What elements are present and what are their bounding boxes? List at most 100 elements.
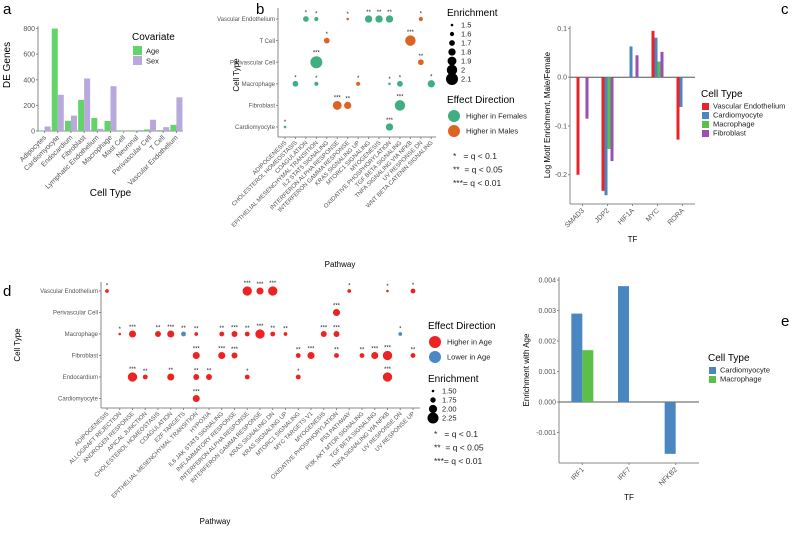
significance-stars: * bbox=[106, 284, 109, 290]
dot-vascular-endothelium-adipogenesis bbox=[105, 289, 109, 293]
significance-stars: ** bbox=[366, 10, 371, 16]
dot-endocardium-apical-junction bbox=[142, 374, 148, 380]
significance-stars: *** bbox=[333, 303, 341, 309]
significance-stars: ** bbox=[156, 326, 161, 332]
row-label-macrophage: Macrophage bbox=[242, 82, 276, 88]
significance-legend-item: ** = q < 0.05 bbox=[434, 443, 484, 453]
x-axis-title: TF bbox=[628, 235, 638, 244]
significance-stars: * bbox=[246, 369, 249, 375]
bar-jdp2-macrophage bbox=[607, 77, 611, 149]
size-legend-label: 1.8 bbox=[461, 48, 471, 57]
bar-perivascular-cell-sex bbox=[150, 119, 157, 131]
size-legend-dot bbox=[427, 412, 439, 424]
dot-macrophage-myogenesis bbox=[320, 331, 327, 337]
significance-stars: *** bbox=[384, 367, 392, 373]
significance-legend-item: * = q < 0.1 bbox=[453, 151, 497, 161]
significance-stars: *** bbox=[386, 118, 394, 124]
y-axis-title: Cell Type bbox=[13, 328, 22, 362]
x-tick-label-irf7: IRF7 bbox=[617, 466, 633, 482]
bar-mast-cell-sex bbox=[123, 131, 130, 132]
dot-macrophage-kras-signaling-up bbox=[356, 81, 361, 86]
direction-legend-dot-higher-in-males bbox=[448, 125, 460, 137]
legend-label-cardiomyocyte: Cardiomyocyte bbox=[713, 111, 763, 120]
dot-vascular-endothelium-uv-response-dn bbox=[418, 16, 423, 22]
dot-macrophage-wnt-beta-catenin-signaling bbox=[427, 80, 435, 88]
dot-macrophage-e2f-targets bbox=[181, 331, 186, 337]
bar-cardiomyocyte-sex bbox=[57, 94, 64, 131]
dot-fibroblast-il6-jak-stat3-signaling bbox=[218, 351, 226, 360]
row-label-endocardium: Endocardium bbox=[63, 375, 98, 381]
dot-endocardium-interferon-alpha-response bbox=[244, 374, 250, 380]
row-label-cardiomyocyte: Cardiomyocyte bbox=[58, 397, 99, 403]
size-legend-title: Enrichment bbox=[428, 374, 479, 385]
dot-perivascular-cell-uv-response-dn bbox=[417, 59, 424, 66]
size-legend-label: 1.50 bbox=[442, 387, 457, 396]
panel-e-motif-age-chart: -0.001 0.000 0.001 0.002 0.003 0.004 IRF1 IRF7 N… bbox=[522, 277, 770, 502]
significance-stars: *** bbox=[407, 30, 415, 36]
dot-macrophage-epithelial-mesenchymal-transition bbox=[194, 332, 199, 336]
dot-macrophage-tgf-beta-signaling bbox=[397, 80, 403, 87]
bar-endocardium-age bbox=[64, 120, 71, 131]
bar-vascular-endothelium-sex bbox=[176, 97, 183, 131]
significance-stars: * bbox=[388, 77, 391, 83]
significance-stars: *** bbox=[320, 326, 328, 332]
significance-stars: *** bbox=[396, 95, 404, 101]
significance-stars: ** bbox=[245, 326, 250, 332]
legend-swatch-macrophage bbox=[702, 121, 709, 128]
y-tick-label: 0.1 bbox=[557, 26, 567, 33]
x-axis-title: Pathway bbox=[200, 517, 231, 526]
y-tick-label: -0.1 bbox=[555, 123, 567, 130]
direction-legend-title: Effect Direction bbox=[428, 321, 496, 332]
dot-fibroblast-myc-targets-v1 bbox=[307, 351, 315, 360]
significance-stars: ** bbox=[194, 327, 199, 333]
bar-myc-macrophage bbox=[657, 61, 661, 78]
significance-stars: *** bbox=[307, 346, 315, 352]
size-legend-dot bbox=[446, 73, 458, 85]
bar-jdp2-cardiomyocyte bbox=[604, 77, 608, 196]
direction-legend-label-higher-in-males: Higher in Males bbox=[466, 127, 518, 136]
y-axis-title: DE Genes bbox=[2, 42, 13, 88]
significance-legend-item: * = q < 0.1 bbox=[434, 429, 478, 439]
significance-stars: * bbox=[119, 327, 122, 333]
bar-rora-cardiomyocyte bbox=[679, 77, 683, 107]
dot-vascular-endothelium-interferon-gamma-response bbox=[346, 17, 350, 21]
bar-fibroblast-age bbox=[78, 99, 85, 131]
size-legend: Enrichment 1.51.61.71.81.922.1 bbox=[446, 8, 498, 85]
size-legend-label: 2 bbox=[461, 66, 465, 75]
significance-stars: ** bbox=[387, 10, 392, 16]
bar-lymphatic-endothelium-age bbox=[91, 117, 98, 131]
significance-stars: ** bbox=[334, 348, 339, 354]
bar-nfkb2-cardiomyocyte bbox=[664, 402, 676, 454]
row-label-t-cell: T Cell bbox=[259, 39, 275, 45]
size-legend-dot bbox=[449, 40, 455, 46]
significance-legend-item: ***= q < 0.01 bbox=[453, 178, 501, 188]
significance-stars: * bbox=[347, 12, 350, 18]
y-axis-title: Cell Type bbox=[232, 58, 241, 92]
bar-hif1a-fibroblast bbox=[635, 55, 639, 78]
direction-legend: Effect Direction Higher in Age Lower in Ag… bbox=[428, 321, 496, 363]
significance-stars: * bbox=[294, 75, 297, 81]
significance-stars: * bbox=[430, 75, 433, 81]
y-tick-label: -0.2 bbox=[555, 172, 567, 179]
size-legend-dot bbox=[448, 48, 456, 56]
size-legend-label: 2.1 bbox=[461, 75, 471, 84]
size-legend-dot bbox=[428, 404, 438, 414]
significance-legend-item: ***= q < 0.01 bbox=[434, 456, 482, 466]
dot-cardiomyocyte-oxidative-phosphorylation bbox=[385, 123, 394, 131]
significance-stars: *** bbox=[256, 282, 264, 288]
dot-macrophage-kras-signaling-up bbox=[283, 332, 288, 336]
size-legend: Enrichment 1.501.752.002.25 bbox=[427, 374, 479, 424]
bar-t-cell-sex bbox=[163, 127, 170, 131]
dot-cardiomyocyte-adipogenesis bbox=[283, 125, 287, 129]
size-legend-label: 1.75 bbox=[442, 396, 457, 405]
dot-endocardium-coagulation bbox=[167, 373, 175, 381]
panel-c-letter: c bbox=[781, 1, 789, 18]
bar-myc-cardiomyocyte bbox=[654, 37, 658, 78]
dot-fibroblast-inflammatory-response bbox=[231, 352, 238, 359]
dot-vascular-endothelium-coagulation bbox=[303, 16, 309, 22]
dot-macrophage-oxidative-phosphorylation bbox=[388, 82, 391, 86]
bar-macrophage-age bbox=[104, 121, 111, 131]
dot-vascular-endothelium-oxidative-phosphorylation bbox=[385, 15, 394, 23]
significance-legend: * = q < 0.1 ** = q < 0.05 ***= q < 0.01 bbox=[453, 151, 503, 188]
size-legend-label: 1.5 bbox=[461, 21, 471, 30]
